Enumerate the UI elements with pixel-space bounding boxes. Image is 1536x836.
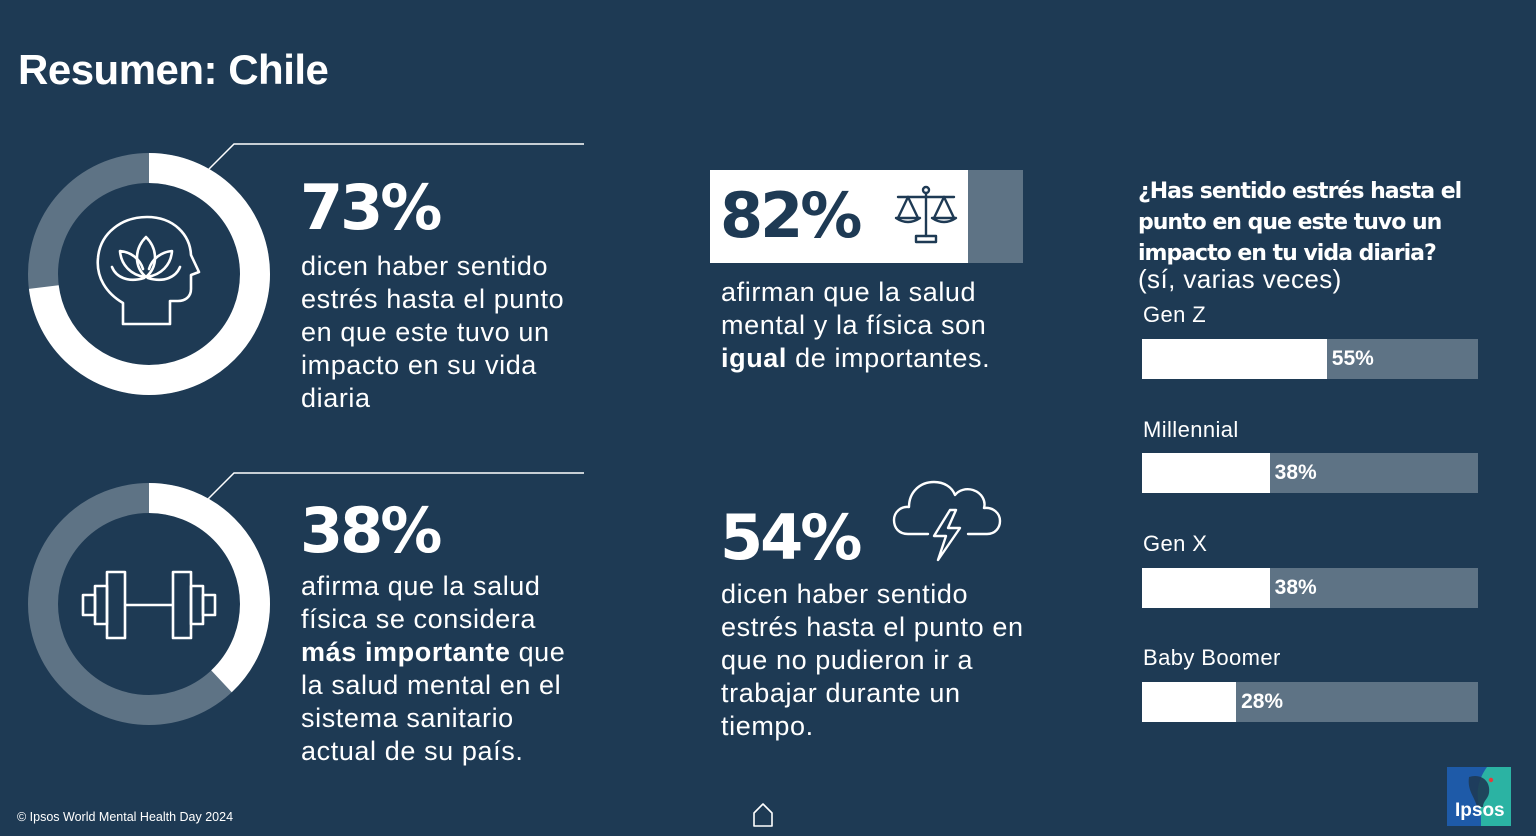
home-icon[interactable]: [752, 802, 774, 828]
stat-73-value: 73%: [300, 171, 442, 244]
stat-82-value: 82%: [720, 179, 862, 252]
bar-track: 55%: [1142, 339, 1478, 379]
stat-82-text-a: afirman que la salud mental y la física …: [721, 277, 987, 340]
connector-line-bottom: [205, 472, 584, 502]
bar-track: 28%: [1142, 682, 1478, 722]
bar-value-label: 55%: [1331, 347, 1374, 370]
bar-value-label: 28%: [1241, 690, 1284, 713]
bar: [1142, 568, 1270, 608]
bar-label: Gen Z: [1143, 302, 1207, 327]
stat-82-card: 82%: [710, 170, 1023, 263]
stat-38-text: afirma que la salud física se considera …: [301, 570, 591, 768]
page-title: Resumen: Chile: [18, 46, 329, 93]
balance-scale-icon: [894, 185, 958, 244]
bar-track: 38%: [1142, 453, 1478, 493]
donut-arc-38: [28, 483, 270, 725]
stat-38-value: 38%: [300, 494, 442, 567]
stat-38-text-b: que la salud mental en el sistema sanita…: [301, 637, 566, 766]
stat-82-text-bold: igual: [721, 343, 788, 373]
logo-text: Ipsos: [1455, 800, 1505, 821]
stat-38-text-a: afirma que la salud física se considera: [301, 571, 541, 634]
stat-54-value: 54%: [720, 501, 862, 574]
bar: [1142, 682, 1237, 722]
stat-82-text-b: de importantes.: [795, 343, 991, 373]
bar-label: Millennial: [1143, 417, 1239, 442]
ipsos-logo: Ipsos: [1447, 767, 1511, 826]
donut-chart-73: [28, 153, 270, 395]
stat-38-text-bold: más importante: [301, 637, 511, 667]
chart-title: ¿Has sentido estrés hasta el punto en qu…: [1138, 179, 1462, 266]
chart-subtitle: (sí, varias veces): [1138, 264, 1342, 294]
bar: [1142, 339, 1327, 379]
stat-82-text: afirman que la salud mental y la física …: [721, 276, 1011, 375]
head-lotus-icon: [96, 215, 201, 326]
bar-track: 38%: [1142, 568, 1478, 608]
donut-arc-73: [28, 153, 270, 395]
bar-label: Gen X: [1143, 531, 1208, 556]
bar-value-label: 38%: [1274, 461, 1317, 484]
stat-54-text: dicen haber sentido estrés hasta el punt…: [721, 579, 1024, 741]
donut-chart-38: [28, 483, 270, 725]
ipsos-logo-mark: [1447, 767, 1511, 826]
dumbbell-icon: [81, 570, 217, 640]
storm-cloud-icon: [892, 480, 1002, 562]
footer-copyright: © Ipsos World Mental Health Day 2024: [17, 810, 234, 824]
bar-value-label: 38%: [1274, 576, 1317, 599]
stat-73-text: dicen haber sentido estrés hasta el punt…: [301, 251, 565, 413]
bar: [1142, 453, 1270, 493]
bar-label: Baby Boomer: [1143, 645, 1281, 670]
connector-line-top: [205, 143, 584, 173]
